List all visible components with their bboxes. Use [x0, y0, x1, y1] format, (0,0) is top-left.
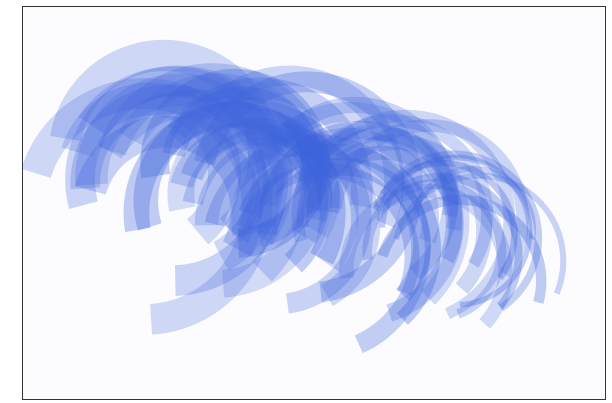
arc [321, 134, 492, 294]
arc [194, 132, 381, 307]
arc [238, 143, 441, 325]
arc [379, 154, 533, 308]
arc [236, 162, 420, 296]
arc [393, 172, 567, 295]
artwork-frame [22, 6, 606, 400]
arc [372, 173, 523, 309]
arc [258, 120, 464, 322]
arc [21, 78, 273, 335]
arc [70, 84, 268, 243]
arc [140, 68, 330, 258]
arc [373, 159, 518, 280]
arc [304, 145, 463, 264]
arc [269, 96, 459, 280]
arc-group [21, 39, 567, 354]
arc [231, 102, 470, 305]
arc [50, 39, 280, 242]
arc [74, 115, 263, 257]
arc [180, 118, 341, 214]
arc [118, 73, 330, 298]
arc [123, 102, 346, 265]
arc [204, 134, 431, 354]
arc [61, 82, 242, 245]
arc [133, 101, 333, 273]
arc [167, 77, 373, 208]
arc [167, 108, 340, 239]
arc [201, 65, 404, 228]
arc [170, 121, 329, 222]
arc [97, 89, 306, 282]
arc [339, 183, 513, 329]
arc [377, 194, 547, 304]
arc [291, 114, 494, 268]
arc [306, 126, 458, 218]
arc [162, 86, 325, 248]
arc [75, 73, 285, 271]
arc [329, 119, 529, 278]
arc [296, 109, 516, 319]
arc [65, 65, 293, 245]
arc [78, 66, 288, 296]
arc [98, 63, 333, 244]
arc [362, 179, 507, 319]
arc [259, 157, 431, 301]
arc [411, 165, 536, 240]
arc [194, 71, 423, 303]
arc [182, 123, 372, 314]
arc [292, 125, 463, 232]
arc [168, 98, 359, 272]
arc [379, 150, 543, 312]
arc [258, 127, 440, 244]
